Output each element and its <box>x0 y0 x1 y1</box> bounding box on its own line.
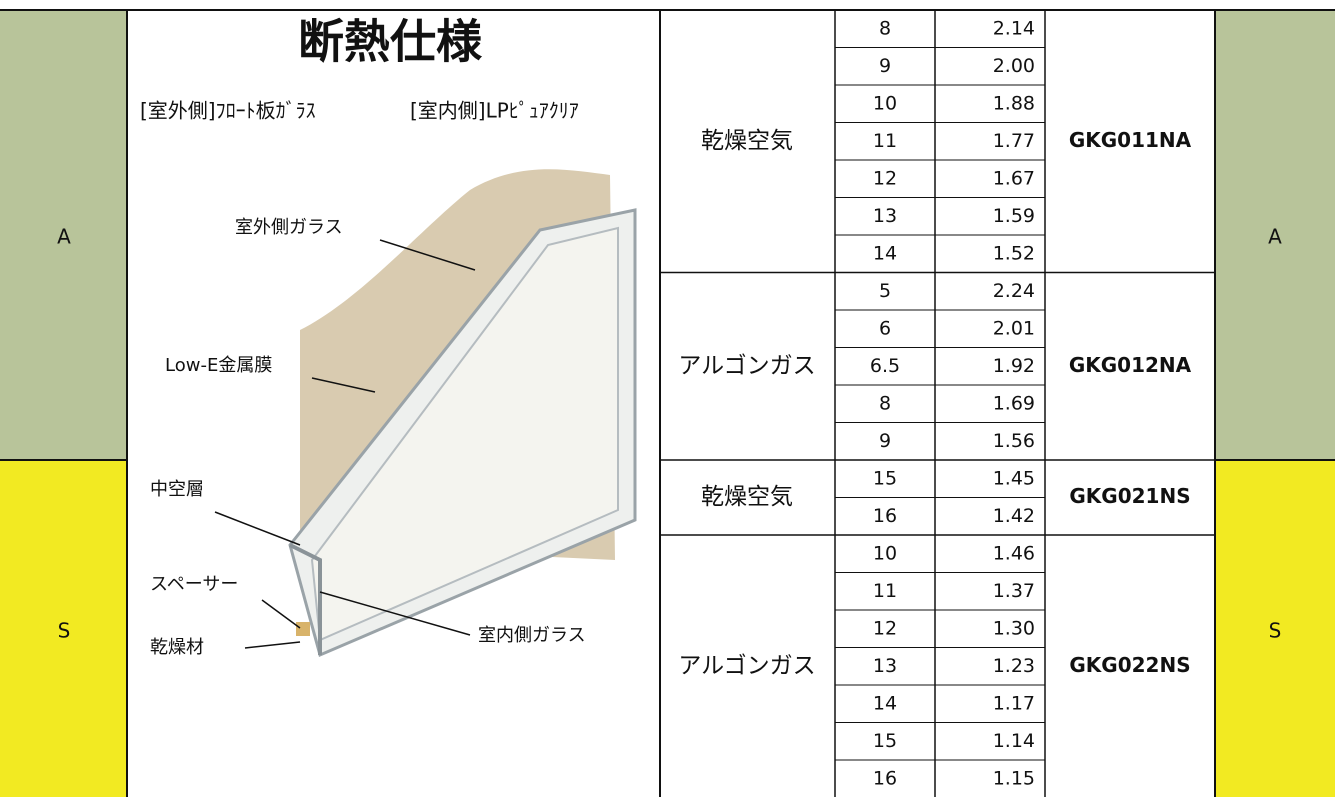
thickness-cell: 10 <box>873 542 897 564</box>
thickness-cell: 16 <box>873 767 897 789</box>
u-value-cell: 2.00 <box>993 55 1035 77</box>
thickness-cell: 11 <box>873 580 897 602</box>
u-value-cell: 2.24 <box>993 280 1035 302</box>
thickness-cell: 8 <box>879 17 891 39</box>
thickness-cell: 14 <box>873 242 897 264</box>
u-value-cell: 1.56 <box>993 430 1035 452</box>
u-value-cell: 1.42 <box>993 505 1035 527</box>
thickness-cell: 5 <box>879 280 891 302</box>
thickness-cell: 8 <box>879 392 891 414</box>
thickness-cell: 15 <box>873 467 897 489</box>
product-cell: GKG021NS <box>1069 484 1190 508</box>
u-value-cell: 1.14 <box>993 730 1035 752</box>
u-value-cell: 1.88 <box>993 92 1035 114</box>
thickness-cell: 9 <box>879 55 891 77</box>
subtitle: [室内側]LPﾋﾟｭｱｸﾘｱ <box>410 99 579 123</box>
glass-illustration <box>288 169 637 658</box>
u-value-cell: 1.67 <box>993 167 1035 189</box>
u-value-cell: 1.23 <box>993 655 1035 677</box>
band-a <box>0 10 127 460</box>
diagram-label: 乾燥材 <box>150 637 204 658</box>
thickness-cell: 12 <box>873 167 897 189</box>
side-label: S <box>1269 619 1282 643</box>
diagram-label: 室内側ガラス <box>478 625 586 646</box>
diagram-label: Low-E金属膜 <box>165 355 272 376</box>
thickness-cell: 9 <box>879 430 891 452</box>
u-value-cell: 1.30 <box>993 617 1035 639</box>
u-value-cell: 1.17 <box>993 692 1035 714</box>
thickness-cell: 12 <box>873 617 897 639</box>
subtitle: [室外側]ﾌﾛｰﾄ板ｶﾞﾗｽ <box>140 99 316 123</box>
u-value-cell: 1.92 <box>993 355 1035 377</box>
thickness-cell: 16 <box>873 505 897 527</box>
product-cell: GKG011NA <box>1069 128 1192 152</box>
thickness-cell: 10 <box>873 92 897 114</box>
band-s <box>1215 460 1335 797</box>
u-value-cell: 1.52 <box>993 242 1035 264</box>
u-value-cell: 1.59 <box>993 205 1035 227</box>
spec-table: 乾燥空気 GKG011NA 8 2.14 9 2.00 10 1.88 11 1.77 12 1.67… <box>660 10 1215 797</box>
u-value-cell: 1.46 <box>993 542 1035 564</box>
frame <box>0 9 1335 797</box>
thickness-cell: 14 <box>873 692 897 714</box>
u-value-cell: 2.01 <box>993 317 1035 339</box>
diagram-label: スペーサー <box>150 574 238 595</box>
diagram-label: 室外側ガラス <box>235 217 343 238</box>
gas-cell: 乾燥空気 <box>701 484 793 510</box>
leader-lines <box>214 239 476 649</box>
thickness-cell: 13 <box>873 205 897 227</box>
u-value-cell: 1.15 <box>993 767 1035 789</box>
gas-cell: アルゴンガス <box>678 353 815 379</box>
side-label: S <box>58 619 71 643</box>
side-label: A <box>57 225 71 249</box>
u-value-cell: 1.37 <box>993 580 1035 602</box>
u-value-cell: 1.77 <box>993 130 1035 152</box>
thickness-cell: 13 <box>873 655 897 677</box>
band-s <box>0 460 127 797</box>
u-value-cell: 1.69 <box>993 392 1035 414</box>
gas-cell: アルゴンガス <box>678 653 815 679</box>
thickness-cell: 11 <box>873 130 897 152</box>
thickness-cell: 6.5 <box>870 355 900 377</box>
thickness-cell: 15 <box>873 730 897 752</box>
band-a <box>1215 10 1335 460</box>
u-value-cell: 2.14 <box>993 17 1035 39</box>
gas-cell: 乾燥空気 <box>701 128 793 154</box>
u-value-cell: 1.45 <box>993 467 1035 489</box>
title: 断熱仕様 <box>298 15 483 69</box>
product-cell: GKG022NS <box>1069 653 1190 677</box>
thickness-cell: 6 <box>879 317 891 339</box>
diagram-label: 中空層 <box>150 479 204 500</box>
product-cell: GKG012NA <box>1069 353 1192 377</box>
side-label: A <box>1268 225 1282 249</box>
